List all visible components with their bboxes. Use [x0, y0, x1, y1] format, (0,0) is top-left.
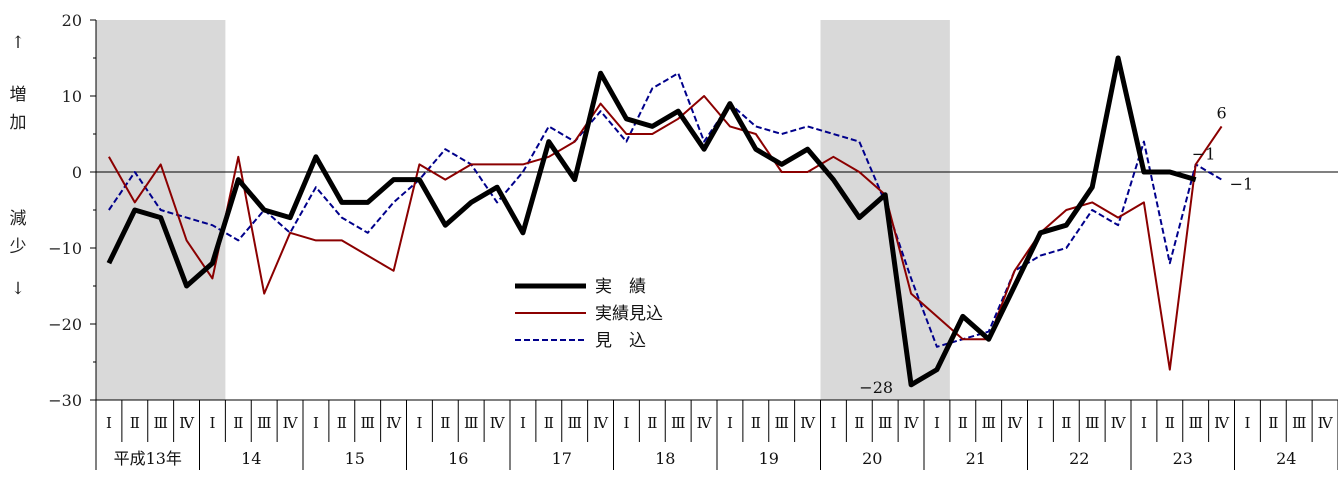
y-tick-label-2: 0 [72, 163, 82, 182]
annotation-0: −28 [859, 378, 893, 397]
quarter-label: Ⅰ [1141, 416, 1147, 432]
year-label-8: 21 [966, 449, 986, 468]
quarter-label: Ⅰ [1037, 416, 1043, 432]
ylabel-up-0: ↑ [11, 33, 25, 53]
quarter-label: Ⅲ [360, 416, 374, 432]
quarter-label: Ⅰ [830, 416, 836, 432]
quarter-label: Ⅲ [567, 416, 581, 432]
legend-label-1: 実績見込 [595, 304, 663, 324]
quarter-label: Ⅳ [800, 416, 816, 432]
year-label-10: 23 [1173, 449, 1193, 468]
quarter-label: Ⅳ [1214, 416, 1230, 432]
quarter-label: Ⅱ [130, 416, 140, 432]
quarter-label: Ⅰ [313, 416, 319, 432]
y-tick-label-0: 20 [62, 11, 82, 30]
quarter-label: Ⅰ [520, 416, 526, 432]
quarter-label: Ⅱ [1268, 416, 1278, 432]
legend-label-0: 実 績 [595, 277, 646, 297]
quarter-label: Ⅱ [1061, 416, 1071, 432]
quarter-label: Ⅱ [751, 416, 761, 432]
quarter-label: Ⅳ [179, 416, 195, 432]
quarter-label: Ⅱ [647, 416, 657, 432]
year-label-2: 15 [345, 449, 365, 468]
quarter-label: Ⅳ [490, 416, 506, 432]
legend-label-2: 見 込 [595, 331, 646, 351]
quarter-label: Ⅲ [1085, 416, 1099, 432]
quarter-label: Ⅰ [416, 416, 422, 432]
quarter-label: Ⅲ [464, 416, 478, 432]
quarter-label: Ⅰ [209, 416, 215, 432]
y-tick-label-3: −10 [48, 239, 82, 258]
quarter-label: Ⅰ [934, 416, 940, 432]
quarter-label: Ⅱ [233, 416, 243, 432]
annotation-3: −1 [1230, 175, 1254, 194]
quarter-label: Ⅰ [623, 416, 629, 432]
quarter-label: Ⅱ [544, 416, 554, 432]
quarter-label: Ⅲ [257, 416, 271, 432]
quarter-label: Ⅳ [697, 416, 713, 432]
series-line-2 [108, 72, 1223, 348]
quarter-label: Ⅰ [1244, 416, 1250, 432]
quarter-label: Ⅳ [283, 416, 299, 432]
y-tick-label-1: 10 [62, 87, 82, 106]
year-label-9: 22 [1069, 449, 1089, 468]
quarter-label: Ⅲ [1188, 416, 1202, 432]
quarter-label: Ⅱ [854, 416, 864, 432]
series-line-1 [108, 95, 1223, 371]
year-label-1: 14 [241, 449, 261, 468]
annotation-1: 6 [1216, 103, 1226, 122]
quarter-label: Ⅲ [878, 416, 892, 432]
ylabel-down-1: 少 [10, 237, 27, 257]
ylabel-down-2: ↓ [11, 279, 25, 299]
y-tick-label-4: −20 [48, 315, 82, 334]
series-lines [106, 55, 1223, 388]
quarter-label: Ⅰ [106, 416, 112, 432]
ylabel-up-2: 加 [10, 113, 27, 133]
quarter-label: Ⅲ [671, 416, 685, 432]
quarter-label: Ⅳ [386, 416, 402, 432]
quarter-label: Ⅱ [1165, 416, 1175, 432]
quarter-label: Ⅲ [1292, 416, 1306, 432]
series-line-0 [106, 55, 1197, 388]
quarter-label: Ⅲ [153, 416, 167, 432]
quarter-label: Ⅲ [774, 416, 788, 432]
quarter-label: Ⅳ [1007, 416, 1023, 432]
year-label-6: 19 [759, 449, 779, 468]
annotations: −28 6 −1 −1 [859, 103, 1253, 396]
quarter-label: Ⅱ [958, 416, 968, 432]
ylabel-up-1: 増 [10, 85, 27, 105]
year-label-4: 17 [552, 449, 572, 468]
quarter-label: Ⅳ [904, 416, 920, 432]
quarter-label: Ⅱ [337, 416, 347, 432]
year-label-11: 24 [1276, 449, 1296, 468]
y-tick-label-5: −30 [48, 391, 82, 410]
annotation-2: −1 [1192, 145, 1216, 164]
year-label-5: 18 [655, 449, 675, 468]
year-label-3: 16 [448, 449, 468, 468]
ylabel-down-0: 減 [10, 209, 27, 229]
quarter-label: Ⅱ [440, 416, 450, 432]
quarter-label: Ⅳ [593, 416, 609, 432]
quarter-label: Ⅳ [1318, 416, 1334, 432]
recession-shading [96, 20, 950, 400]
quarter-label: Ⅲ [981, 416, 995, 432]
year-label-7: 20 [862, 449, 882, 468]
year-label-0: 平成13年 [114, 449, 182, 468]
quarter-label: Ⅰ [727, 416, 733, 432]
quarter-label: Ⅳ [1111, 416, 1127, 432]
